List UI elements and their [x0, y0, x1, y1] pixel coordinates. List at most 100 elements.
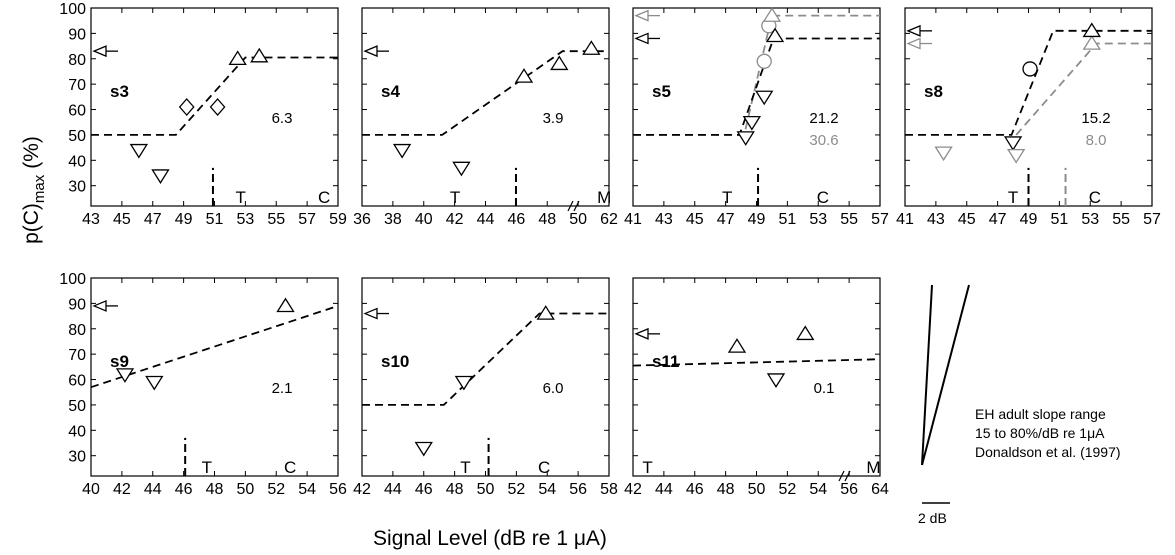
x-tick-label: 56: [329, 481, 347, 498]
axis-break-mark: [573, 200, 580, 212]
x-tick-label: 42: [446, 211, 464, 228]
panel-label: s11: [652, 352, 679, 371]
marker-triangle-up: [550, 55, 569, 71]
panel-label: s4: [381, 82, 400, 101]
axis-break-mark: [838, 470, 845, 482]
marker-triangle-down: [766, 373, 786, 388]
marker-triangle-up: [536, 305, 555, 320]
x-tick-label: 50: [236, 481, 254, 498]
x-axis-label: Signal Level (dB re 1 μA): [373, 527, 607, 550]
marker-triangle-down: [742, 115, 762, 131]
y-tick-label: 30: [68, 179, 86, 196]
y-tick-label: 100: [59, 1, 86, 18]
x-tick-label: 36: [353, 211, 371, 228]
panel-label: s10: [381, 352, 409, 371]
level-marker-t: T: [460, 458, 470, 477]
asymptote-arrow: [92, 45, 107, 58]
marker-triangle-up: [228, 50, 247, 66]
marker-diamond: [209, 98, 226, 116]
slope-value: 3.9: [543, 110, 564, 127]
panel-s4: 36 38 40 42 44 46 48 50 62 T Ms4 3.9: [353, 7, 618, 228]
asymptote-arrow: [906, 24, 921, 37]
x-tick-label: 48: [717, 481, 735, 498]
x-tick-label: 51: [778, 211, 796, 228]
y-tick-label: 60: [68, 103, 86, 120]
marker-triangle-up: [1082, 22, 1101, 38]
x-tick-label: 55: [267, 211, 285, 228]
axis-break-mark: [567, 200, 574, 212]
scale-bar-label: 2 dB: [918, 510, 947, 526]
slope-value: 2.1: [272, 380, 293, 397]
level-marker-c: C: [284, 458, 296, 477]
panel-s9: 30 40 50 60 70 80 90 100 40 42 44 46 48 50 52 54 56 T Cs9 2…: [59, 271, 347, 498]
x-tick-label: 48: [206, 481, 224, 498]
x-tick-label: 49: [175, 211, 193, 228]
x-tick-label: 40: [82, 481, 100, 498]
level-marker-t: T: [722, 188, 732, 207]
x-tick-label: 53: [809, 211, 827, 228]
x-tick-label: 59: [329, 211, 347, 228]
level-marker-t: T: [450, 188, 460, 207]
marker-triangle-up: [276, 297, 295, 313]
x-tick-label: 53: [236, 211, 254, 228]
panels-layer: 30 40 50 60 70 80 90 100 43 45 47 49 51 53 55 57 59 T Cs3 6…: [59, 1, 1161, 498]
slope-value: 15.2: [1081, 110, 1110, 127]
x-tick-label: 47: [144, 211, 162, 228]
x-tick-label: 56: [840, 481, 858, 498]
slope-value: 6.3: [272, 110, 293, 127]
marker-triangle-down: [414, 441, 433, 457]
marker-triangle-down: [736, 131, 755, 146]
panel-frame: [361, 277, 610, 477]
y-tick-label: 60: [68, 373, 86, 390]
x-tick-label: 54: [809, 481, 827, 498]
fit-line: [633, 37, 880, 136]
asymptote-arrow: [363, 45, 378, 58]
x-tick-label: 43: [82, 211, 100, 228]
x-tick-label: 52: [778, 481, 796, 498]
level-marker-t: T: [1008, 188, 1018, 207]
x-tick-label: 50: [748, 481, 766, 498]
x-tick-label: 47: [989, 211, 1007, 228]
level-marker-t: T: [202, 458, 212, 477]
x-tick-label: 48: [538, 211, 556, 228]
slope-line-steep: [921, 284, 933, 466]
x-tick-label: 52: [267, 481, 285, 498]
marker-triangle-up: [762, 7, 782, 22]
y-tick-label: 30: [68, 449, 86, 466]
x-tick-label: 44: [655, 481, 673, 498]
x-tick-label: 58: [600, 481, 618, 498]
x-tick-label: 44: [477, 211, 495, 228]
x-tick-label: 52: [507, 481, 525, 498]
x-tick-label: 44: [144, 481, 162, 498]
asymptote-arrow: [634, 32, 649, 45]
marker-triangle-down: [115, 368, 135, 383]
panel-label: s5: [652, 82, 671, 101]
x-tick-label: 43: [655, 211, 673, 228]
marker-triangle-down: [934, 146, 953, 162]
marker-triangle-down: [1006, 148, 1026, 164]
marker-triangle-up: [582, 40, 601, 55]
y-axis-label-main: p(C): [20, 203, 43, 244]
x-tick-label: 51: [206, 211, 224, 228]
y-axis-label: p(C)max (%): [20, 136, 48, 244]
marker-circle: [1022, 61, 1038, 77]
panel-s8: 41 43 45 47 49 51 53 55 57 T Cs8 15.2 8.0: [896, 7, 1161, 228]
y-tick-label: 100: [59, 271, 86, 288]
fit-line: [362, 312, 609, 406]
level-marker-m: M: [597, 188, 611, 207]
x-tick-label: 55: [840, 211, 858, 228]
x-tick-label: 49: [1020, 211, 1038, 228]
x-tick-label: 41: [896, 211, 914, 228]
x-tick-label: 42: [624, 481, 642, 498]
slope-range-legend: 2 dB EH adult slope range 15 to 80%/dB r…: [918, 284, 1121, 526]
x-tick-label: 45: [686, 211, 704, 228]
marker-triangle-up: [765, 27, 785, 43]
x-tick-label: 49: [748, 211, 766, 228]
x-tick-label: 40: [415, 211, 433, 228]
legend-line-1: EH adult slope range: [975, 406, 1106, 422]
y-axis-label-unit: (%): [20, 136, 43, 169]
legend-line-3: Donaldson et al. (1997): [975, 444, 1121, 460]
asymptote-arrow: [363, 307, 378, 320]
